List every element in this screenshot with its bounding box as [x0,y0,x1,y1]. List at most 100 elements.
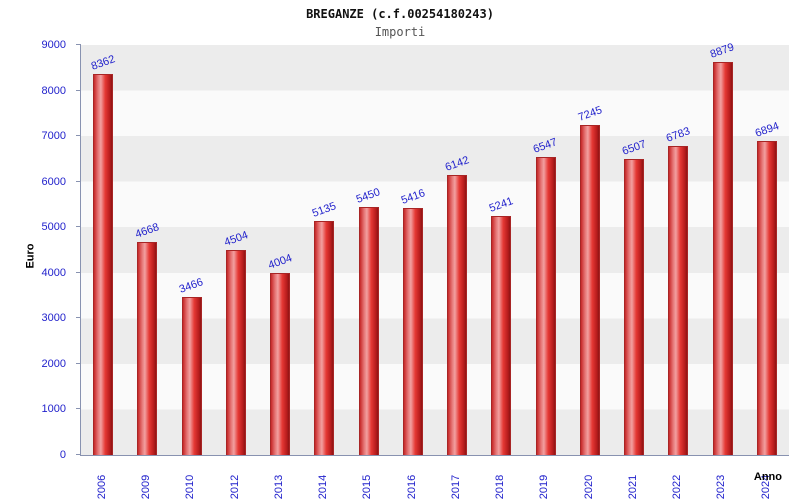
bars: 8362 4668 3466 4504 4004 5135 5450 5416 6142 5241… [81,41,789,455]
x-tick-label: 2012 [228,474,241,500]
bar [624,158,645,455]
bar [447,175,468,455]
bar-column: 7245 [568,45,612,455]
y-tick-label: 0 [59,449,66,461]
x-tick-cell: 2017 [434,459,478,499]
y-tick-label: 6000 [41,175,66,188]
x-tick-cell: 2014 [301,459,345,499]
y-tick-label: 8000 [41,84,66,97]
y-tick-mark [76,454,81,455]
x-tick-cell: 2023 [700,459,744,499]
x-tick-cell: 2012 [213,459,257,499]
x-tick-cell: 2021 [611,459,655,499]
bar-column: 4668 [125,45,169,455]
y-tick-mark [76,408,81,410]
x-tick-label: 2016 [405,474,418,500]
bar-column: 6507 [612,45,656,455]
x-tick-cell: 2016 [390,459,434,499]
bar [491,216,512,455]
bar-value-label: 6507 [620,137,648,158]
y-tick-mark [76,44,81,45]
bar-value-label: 7245 [576,104,604,124]
bar-column: 5416 [391,45,435,455]
x-tick-cell: 2018 [478,459,522,499]
bar-value-label: 8362 [89,53,117,73]
bar [181,297,202,455]
x-tick-cell: 2009 [124,459,168,499]
bar-column: 6894 [745,45,789,455]
x-tick-label: 2014 [317,474,330,500]
x-tick-cell: 2013 [257,459,301,499]
bar [579,124,600,455]
y-tick-mark [76,135,81,137]
bar-value-label: 4668 [133,221,161,242]
y-tick-label: 1000 [41,403,66,416]
y-tick-label: 9000 [41,39,66,51]
bar [270,272,291,455]
x-tick-label: 2013 [273,474,286,500]
x-tick-label: 2015 [361,474,374,500]
bar-value-label: 6142 [443,154,471,175]
y-tick-mark [76,271,81,273]
bar-value-label: 3466 [178,276,206,296]
y-tick-label: 3000 [41,312,66,325]
bar-value-label: 8879 [709,41,737,61]
bar-value-label: 5241 [487,195,515,216]
x-axis-title: Anno [753,471,782,483]
x-tick-cell: 2006 [80,459,124,499]
bar-value-label: 5450 [355,185,383,206]
bar-column: 5450 [347,45,391,455]
bar-value-label: 6547 [532,135,560,156]
x-axis-labels: 2006 2009 2010 2012 2013 2014 2015 2016 2017 2018… [80,459,788,499]
bar-column: 3466 [170,45,214,455]
y-tick-mark [76,180,81,182]
bar-column: 8879 [701,41,745,455]
bar-value-label: 4504 [222,229,250,249]
x-tick-label: 2006 [96,474,109,500]
y-tick-label: 7000 [41,130,66,143]
y-tick-label: 4000 [41,266,66,279]
bar [93,74,114,455]
x-tick-label: 2023 [715,474,728,500]
bar-column: 5241 [479,45,523,455]
bar-value-label: 5416 [399,187,427,208]
bar [402,208,423,455]
bar-column: 5135 [302,45,346,455]
bar [535,156,556,455]
y-tick-mark [76,226,81,228]
x-tick-cell: 2015 [346,459,390,499]
bar [314,221,335,455]
x-tick-label: 2019 [538,474,551,500]
bar-value-label: 6783 [664,125,692,145]
x-tick-label: 2022 [671,474,684,500]
chart-subtitle: Importi [374,25,426,39]
x-tick-label: 2017 [450,474,463,500]
x-tick-cell: 2020 [567,459,611,499]
bar-column: 8362 [81,45,125,455]
chart-title: BREGANZE (c.f.00254180243) [306,7,494,21]
x-tick-cell: 2022 [655,459,699,499]
bar [358,206,379,455]
bar-column: 6547 [524,45,568,455]
bar [668,146,689,455]
bar-column: 4504 [214,45,258,455]
bar-value-label: 4004 [266,251,294,272]
x-tick-cell: 2010 [169,459,213,499]
x-tick-label: 2018 [494,474,507,500]
x-tick-cell: 2019 [523,459,567,499]
bar-value-label: 6894 [753,120,781,140]
bar-column: 6783 [656,45,700,455]
bar [137,242,158,455]
x-tick-label: 2020 [582,474,595,500]
x-tick-label: 2010 [184,474,197,500]
plot-area: 8362 4668 3466 4504 4004 5135 5450 5416 6142 5241… [76,41,789,456]
y-tick-label: 5000 [41,221,66,234]
x-tick-label: 2009 [140,474,153,500]
x-tick-label: 2021 [627,474,640,500]
bar-column: 6142 [435,45,479,455]
y-tick-mark [76,317,81,319]
bar-value-label: 5135 [310,200,338,220]
y-tick-mark [76,362,81,364]
y-axis-ticks: 0 1000 2000 3000 4000 5000 6000 7000 8000 9000 [0,39,74,461]
